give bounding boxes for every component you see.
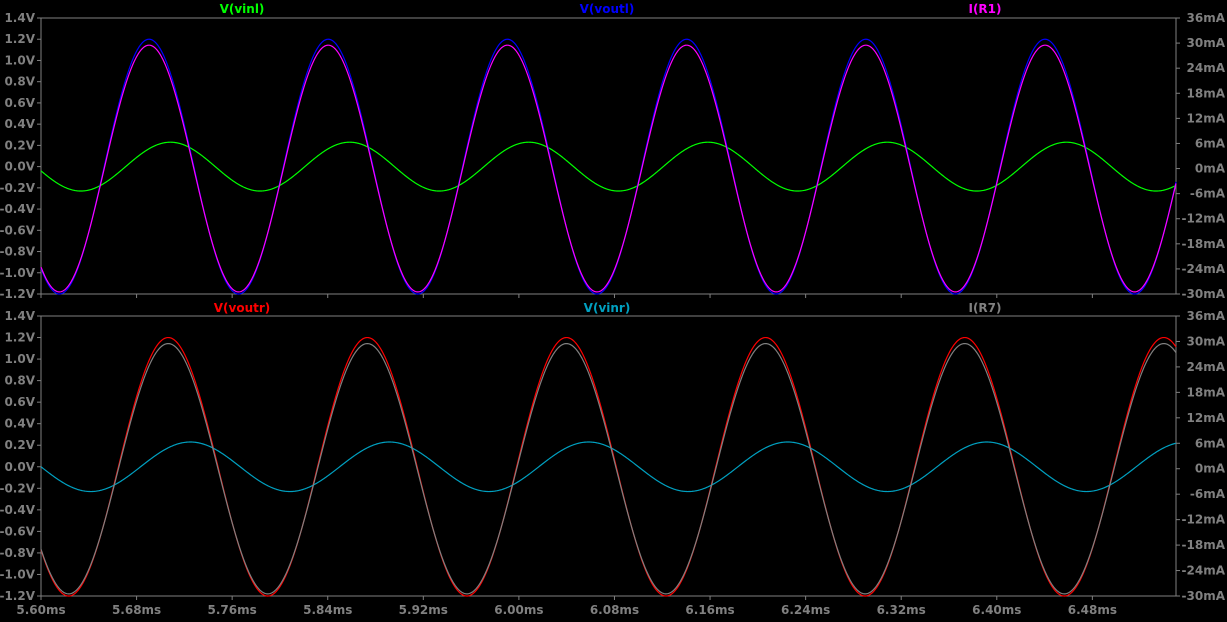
left-axis-tick-label: 1.2V bbox=[4, 331, 35, 345]
left-axis-tick-label: -0.2V bbox=[0, 481, 36, 495]
left-axis-tick-label: 0.8V bbox=[4, 374, 35, 388]
legend-v-voutr[interactable]: V(voutr) bbox=[214, 301, 271, 315]
x-axis-tick-label: 5.92ms bbox=[399, 603, 448, 617]
left-axis-tick-label: -0.4V bbox=[0, 202, 36, 216]
left-axis-tick-label: -0.6V bbox=[0, 524, 36, 538]
right-axis-tick-label: -24mA bbox=[1182, 564, 1226, 578]
right-axis-tick-label: -6mA bbox=[1190, 487, 1226, 501]
trace-v-vinl bbox=[40, 141, 1177, 192]
legend-v-voutl[interactable]: V(voutl) bbox=[580, 2, 635, 16]
trace-v-voutl bbox=[40, 38, 1177, 295]
left-axis-tick-label: 0.6V bbox=[4, 395, 35, 409]
left-axis-tick-label: -0.2V bbox=[0, 181, 36, 195]
left-axis-tick-label: -1.0V bbox=[0, 266, 36, 280]
x-axis-tick-label: 6.48ms bbox=[1068, 603, 1117, 617]
x-axis-tick-label: 6.32ms bbox=[877, 603, 926, 617]
right-axis-tick-label: -12mA bbox=[1182, 212, 1226, 226]
x-axis-tick-label: 6.16ms bbox=[685, 603, 734, 617]
right-axis-tick-label: 12mA bbox=[1187, 111, 1226, 125]
x-axis-tick-label: 5.84ms bbox=[303, 603, 352, 617]
right-axis-tick-label: -18mA bbox=[1182, 237, 1226, 251]
left-axis-tick-label: -0.8V bbox=[0, 245, 36, 259]
left-axis-tick-label: 0.2V bbox=[4, 138, 35, 152]
right-axis-tick-label: 36mA bbox=[1187, 309, 1226, 323]
left-axis-tick-label: 1.0V bbox=[4, 53, 35, 67]
plot-frame-top bbox=[40, 17, 1177, 295]
left-axis-tick-label: 1.0V bbox=[4, 352, 35, 366]
legend-v-vinr[interactable]: V(vinr) bbox=[584, 301, 631, 315]
left-axis-tick-label: 0.2V bbox=[4, 438, 35, 452]
legend-v-vinl[interactable]: V(vinl) bbox=[220, 2, 265, 16]
trace-v-vinr bbox=[40, 441, 1177, 493]
left-axis-tick-label: 0.8V bbox=[4, 75, 35, 89]
x-axis-tick-label: 6.40ms bbox=[972, 603, 1021, 617]
x-axis-tick-label: 6.00ms bbox=[494, 603, 543, 617]
right-axis-tick-label: -18mA bbox=[1182, 538, 1226, 552]
left-axis-tick-label: -1.2V bbox=[0, 589, 36, 603]
legend-i-r1[interactable]: I(R1) bbox=[968, 2, 1001, 16]
right-axis-tick-label: 0mA bbox=[1195, 462, 1226, 476]
left-axis-tick-label: 1.4V bbox=[4, 11, 35, 25]
trace-v-voutr bbox=[40, 336, 1177, 597]
plot-frame-bottom bbox=[40, 315, 1177, 597]
right-axis-tick-label: 18mA bbox=[1187, 86, 1226, 100]
left-axis-tick-label: -0.6V bbox=[0, 223, 36, 237]
legend-i-r7[interactable]: I(R7) bbox=[968, 301, 1001, 315]
right-axis-tick-label: 18mA bbox=[1187, 385, 1226, 399]
right-axis-tick-label: -30mA bbox=[1182, 287, 1226, 301]
right-axis-tick-label: -24mA bbox=[1182, 262, 1226, 276]
right-axis-tick-label: -12mA bbox=[1182, 513, 1226, 527]
right-axis-tick-label: 24mA bbox=[1187, 360, 1226, 374]
left-axis-tick-label: -0.4V bbox=[0, 503, 36, 517]
right-axis-tick-label: 24mA bbox=[1187, 61, 1226, 75]
trace-i-r7 bbox=[40, 342, 1177, 595]
left-axis-tick-label: 1.2V bbox=[4, 32, 35, 46]
x-axis-tick-label: 5.68ms bbox=[112, 603, 161, 617]
right-axis-tick-label: -30mA bbox=[1182, 589, 1226, 603]
right-axis-tick-label: 6mA bbox=[1195, 136, 1226, 150]
left-axis-tick-label: 1.4V bbox=[4, 309, 35, 323]
right-axis-tick-label: 0mA bbox=[1195, 162, 1226, 176]
left-axis-tick-label: 0.0V bbox=[4, 160, 35, 174]
left-axis-tick-label: -0.8V bbox=[0, 546, 36, 560]
right-axis-tick-label: 30mA bbox=[1187, 334, 1226, 348]
right-axis-tick-label: 30mA bbox=[1187, 36, 1226, 50]
trace-i-r1 bbox=[40, 44, 1177, 293]
left-axis-tick-label: -1.2V bbox=[0, 287, 36, 301]
left-axis-tick-label: 0.4V bbox=[4, 417, 35, 431]
x-axis-tick-label: 6.08ms bbox=[590, 603, 639, 617]
left-axis-tick-label: 0.0V bbox=[4, 460, 35, 474]
right-axis-tick-label: 12mA bbox=[1187, 411, 1226, 425]
left-axis-tick-label: -1.0V bbox=[0, 567, 36, 581]
left-axis-tick-label: 0.6V bbox=[4, 96, 35, 110]
x-axis-tick-label: 5.76ms bbox=[208, 603, 257, 617]
left-axis-tick-label: 0.4V bbox=[4, 117, 35, 131]
x-axis-tick-label: 6.24ms bbox=[781, 603, 830, 617]
x-axis-tick-label: 5.60ms bbox=[16, 603, 65, 617]
right-axis-tick-label: 36mA bbox=[1187, 11, 1226, 25]
right-axis-tick-label: 6mA bbox=[1195, 436, 1226, 450]
right-axis-tick-label: -6mA bbox=[1190, 187, 1226, 201]
